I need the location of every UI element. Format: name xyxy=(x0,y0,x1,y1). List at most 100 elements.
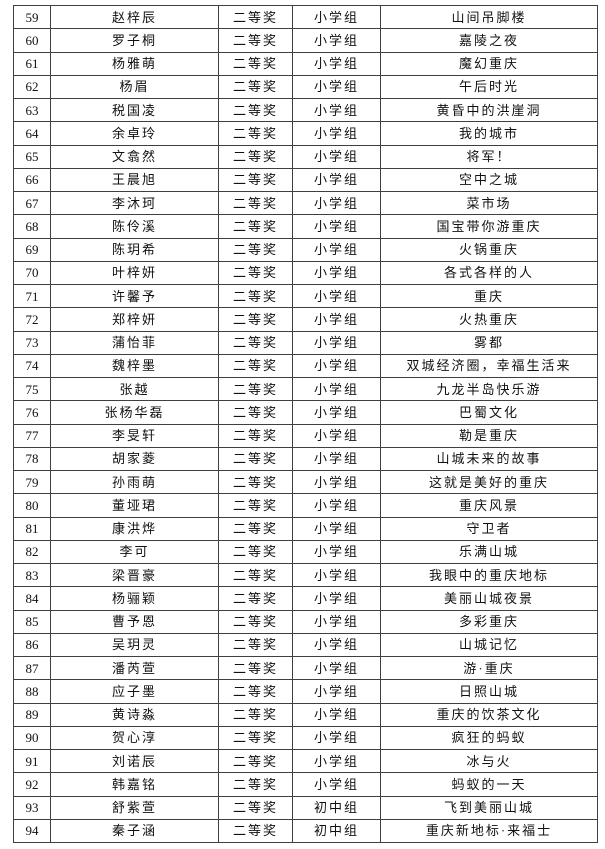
row-number: 78 xyxy=(13,446,51,472)
group-category: 小学组 xyxy=(292,28,381,53)
group-category: 小学组 xyxy=(292,237,381,262)
row-number: 72 xyxy=(13,307,51,332)
row-number: 76 xyxy=(13,400,51,425)
row-number: 90 xyxy=(13,725,51,751)
group-category: 小学组 xyxy=(292,74,381,100)
row-number: 89 xyxy=(13,702,51,727)
table-row: 60 罗子桐 二等奖 小学组 嘉陵之夜 xyxy=(13,28,598,53)
group-category: 小学组 xyxy=(292,307,381,332)
award-level: 二等奖 xyxy=(218,772,293,797)
row-number: 92 xyxy=(13,772,51,797)
group-category: 小学组 xyxy=(292,423,381,448)
group-category: 小学组 xyxy=(292,586,381,611)
award-level: 二等奖 xyxy=(218,539,293,565)
group-category: 小学组 xyxy=(292,679,381,704)
artwork-title: 空中之城 xyxy=(380,167,598,193)
row-number: 94 xyxy=(13,818,51,844)
row-number: 87 xyxy=(13,655,51,681)
award-level: 二等奖 xyxy=(218,307,293,332)
group-category: 小学组 xyxy=(292,214,381,239)
award-level: 二等奖 xyxy=(218,237,293,262)
artwork-title: 我的城市 xyxy=(380,121,598,146)
winner-name: 赵梓辰 xyxy=(50,4,219,30)
artwork-title: 巴蜀文化 xyxy=(380,400,598,425)
artwork-title: 山城记忆 xyxy=(380,632,598,658)
winner-name: 陈玥希 xyxy=(50,237,219,262)
winner-name: 陈伶溪 xyxy=(50,214,219,239)
artwork-title: 乐满山城 xyxy=(380,539,598,565)
row-number: 62 xyxy=(13,74,51,100)
winner-name: 叶梓妍 xyxy=(50,260,219,286)
winner-name: 文翕然 xyxy=(50,144,219,169)
artwork-title: 重庆的饮茶文化 xyxy=(380,702,598,727)
group-category: 小学组 xyxy=(292,283,381,309)
table-row: 71 许馨予 二等奖 小学组 重庆 xyxy=(13,283,598,309)
table-row: 72 郑梓妍 二等奖 小学组 火热重庆 xyxy=(13,307,598,332)
winner-name: 刘诺辰 xyxy=(50,748,219,774)
row-number: 75 xyxy=(13,376,51,402)
award-level: 二等奖 xyxy=(218,562,293,588)
table-row: 88 应子墨 二等奖 小学组 日照山城 xyxy=(13,679,598,704)
artwork-title: 重庆 xyxy=(380,283,598,309)
artwork-title: 蚂蚁的一天 xyxy=(380,772,598,797)
award-level: 二等奖 xyxy=(218,748,293,774)
table-row: 68 陈伶溪 二等奖 小学组 国宝带你游重庆 xyxy=(13,214,598,239)
row-number: 84 xyxy=(13,586,51,611)
row-number: 66 xyxy=(13,167,51,193)
artwork-title: 游·重庆 xyxy=(380,655,598,681)
table-row: 87 潘芮萱 二等奖 小学组 游·重庆 xyxy=(13,655,598,681)
group-category: 小学组 xyxy=(292,353,381,379)
artwork-title: 黄昏中的洪崖洞 xyxy=(380,97,598,123)
artwork-title: 双城经济圈，幸福生活来 xyxy=(380,353,598,379)
table-row: 89 黄诗淼 二等奖 小学组 重庆的饮茶文化 xyxy=(13,702,598,727)
artwork-title: 冰与火 xyxy=(380,748,598,774)
winner-name: 许馨予 xyxy=(50,283,219,309)
artwork-title: 美丽山城夜景 xyxy=(380,586,598,611)
table-row: 85 曹予恩 二等奖 小学组 多彩重庆 xyxy=(13,609,598,634)
table-row: 82 李可 二等奖 小学组 乐满山城 xyxy=(13,539,598,565)
winner-name: 应子墨 xyxy=(50,679,219,704)
row-number: 67 xyxy=(13,190,51,216)
row-number: 93 xyxy=(13,795,51,820)
table-row: 69 陈玥希 二等奖 小学组 火锅重庆 xyxy=(13,237,598,262)
group-category: 小学组 xyxy=(292,167,381,193)
winner-name: 杨雅萌 xyxy=(50,51,219,76)
artwork-title: 重庆风景 xyxy=(380,493,598,518)
table-row: 61 杨雅萌 二等奖 小学组 魔幻重庆 xyxy=(13,51,598,76)
group-category: 小学组 xyxy=(292,190,381,216)
row-number: 85 xyxy=(13,609,51,634)
artwork-title: 九龙半岛快乐游 xyxy=(380,376,598,402)
group-category: 小学组 xyxy=(292,330,381,355)
row-number: 80 xyxy=(13,493,51,518)
table-row: 59 赵梓辰 二等奖 小学组 山间吊脚楼 xyxy=(13,4,598,30)
group-category: 小学组 xyxy=(292,469,381,495)
artwork-title: 火锅重庆 xyxy=(380,237,598,262)
award-level: 二等奖 xyxy=(218,469,293,495)
table-row: 66 王晨旭 二等奖 小学组 空中之城 xyxy=(13,167,598,193)
artwork-title: 我眼中的重庆地标 xyxy=(380,562,598,588)
winner-name: 贺心淳 xyxy=(50,725,219,751)
award-winners-table: 59 赵梓辰 二等奖 小学组 山间吊脚楼 60 罗子桐 二等奖 小学组 嘉陵之夜… xyxy=(13,4,598,844)
table-row: 93 舒紫萱 二等奖 初中组 飞到美丽山城 xyxy=(13,795,598,820)
group-category: 小学组 xyxy=(292,51,381,76)
winner-name: 蒲怡菲 xyxy=(50,330,219,355)
award-level: 二等奖 xyxy=(218,190,293,216)
artwork-title: 火热重庆 xyxy=(380,307,598,332)
row-number: 79 xyxy=(13,469,51,495)
group-category: 小学组 xyxy=(292,725,381,751)
row-number: 86 xyxy=(13,632,51,658)
table-row: 64 余卓玲 二等奖 小学组 我的城市 xyxy=(13,121,598,146)
award-level: 二等奖 xyxy=(218,446,293,472)
row-number: 65 xyxy=(13,144,51,169)
winner-name: 董垭珺 xyxy=(50,493,219,518)
table-row: 63 税国凌 二等奖 小学组 黄昏中的洪崖洞 xyxy=(13,97,598,123)
group-category: 初中组 xyxy=(292,795,381,820)
winner-name: 舒紫萱 xyxy=(50,795,219,820)
artwork-title: 多彩重庆 xyxy=(380,609,598,634)
winner-name: 杨眉 xyxy=(50,74,219,100)
table-row: 78 胡家菱 二等奖 小学组 山城未来的故事 xyxy=(13,446,598,472)
group-category: 小学组 xyxy=(292,632,381,658)
winner-name: 秦子涵 xyxy=(50,818,219,844)
artwork-title: 嘉陵之夜 xyxy=(380,28,598,53)
table-row: 70 叶梓妍 二等奖 小学组 各式各样的人 xyxy=(13,260,598,286)
